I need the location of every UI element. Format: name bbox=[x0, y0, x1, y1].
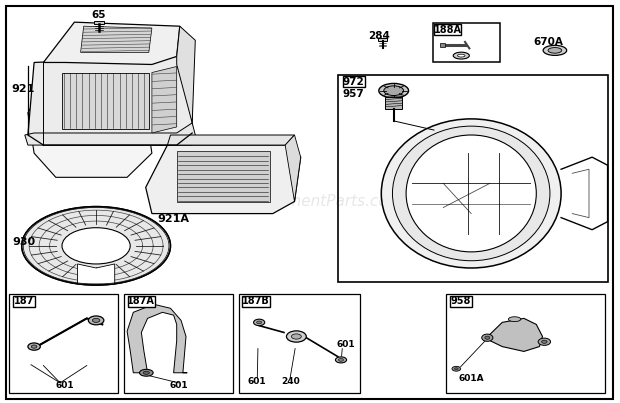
Text: 921: 921 bbox=[12, 84, 35, 93]
Bar bbox=[434, 24, 461, 35]
Bar bbox=[242, 296, 270, 307]
Text: 187: 187 bbox=[14, 297, 34, 306]
Bar bbox=[378, 38, 387, 41]
Text: 601: 601 bbox=[56, 381, 74, 390]
Bar bbox=[128, 296, 155, 307]
Polygon shape bbox=[490, 318, 542, 351]
Text: 187B: 187B bbox=[242, 297, 270, 306]
Ellipse shape bbox=[485, 336, 490, 339]
Text: 601: 601 bbox=[248, 377, 267, 386]
Ellipse shape bbox=[392, 126, 550, 261]
Ellipse shape bbox=[454, 368, 458, 370]
Ellipse shape bbox=[22, 206, 170, 285]
Ellipse shape bbox=[542, 340, 547, 343]
Polygon shape bbox=[127, 304, 187, 373]
Polygon shape bbox=[177, 26, 195, 123]
Bar bbox=[124, 294, 232, 393]
Text: 957: 957 bbox=[343, 89, 365, 99]
Polygon shape bbox=[78, 264, 115, 284]
Ellipse shape bbox=[482, 334, 493, 341]
Polygon shape bbox=[146, 145, 301, 214]
Bar bbox=[433, 23, 500, 62]
Ellipse shape bbox=[286, 331, 306, 342]
Text: 601A: 601A bbox=[459, 374, 484, 383]
Polygon shape bbox=[62, 73, 149, 129]
Ellipse shape bbox=[335, 357, 347, 363]
Bar bbox=[13, 296, 35, 307]
Text: 187A: 187A bbox=[128, 297, 155, 306]
Ellipse shape bbox=[452, 366, 461, 371]
Ellipse shape bbox=[62, 228, 130, 264]
Ellipse shape bbox=[453, 52, 469, 59]
Ellipse shape bbox=[458, 54, 465, 57]
Text: 958: 958 bbox=[451, 297, 471, 306]
Ellipse shape bbox=[88, 316, 104, 325]
Text: 601: 601 bbox=[169, 381, 188, 390]
Ellipse shape bbox=[257, 321, 262, 324]
Polygon shape bbox=[177, 151, 270, 202]
Ellipse shape bbox=[384, 86, 404, 96]
Text: 670A: 670A bbox=[533, 37, 563, 47]
Ellipse shape bbox=[143, 371, 149, 374]
Ellipse shape bbox=[538, 338, 551, 345]
Ellipse shape bbox=[548, 48, 562, 53]
Bar bbox=[9, 294, 118, 393]
Polygon shape bbox=[43, 22, 180, 64]
Ellipse shape bbox=[28, 343, 40, 350]
Text: 284: 284 bbox=[368, 31, 389, 41]
Ellipse shape bbox=[291, 334, 301, 339]
Ellipse shape bbox=[254, 319, 265, 326]
Ellipse shape bbox=[381, 119, 561, 268]
Bar bbox=[94, 21, 104, 24]
Ellipse shape bbox=[339, 359, 343, 361]
Ellipse shape bbox=[508, 317, 521, 322]
Polygon shape bbox=[25, 123, 195, 145]
Polygon shape bbox=[152, 66, 177, 133]
Text: 240: 240 bbox=[281, 377, 299, 386]
Text: 601: 601 bbox=[336, 340, 355, 349]
Text: 188A: 188A bbox=[433, 25, 462, 35]
Text: 930: 930 bbox=[12, 237, 35, 247]
Bar bbox=[338, 75, 608, 282]
Bar bbox=[385, 97, 402, 109]
Ellipse shape bbox=[31, 345, 37, 348]
Ellipse shape bbox=[543, 45, 567, 56]
Bar bbox=[343, 76, 365, 87]
Polygon shape bbox=[81, 26, 152, 52]
Bar bbox=[440, 43, 445, 47]
Ellipse shape bbox=[140, 369, 153, 376]
Polygon shape bbox=[285, 135, 301, 202]
Text: eReplacementParts.com: eReplacementParts.com bbox=[216, 194, 404, 209]
Bar bbox=[239, 294, 360, 393]
Ellipse shape bbox=[92, 318, 100, 322]
Bar bbox=[450, 296, 472, 307]
Polygon shape bbox=[28, 69, 152, 177]
Text: 972: 972 bbox=[343, 77, 365, 87]
Ellipse shape bbox=[406, 135, 536, 252]
Polygon shape bbox=[28, 56, 192, 145]
Text: 65: 65 bbox=[92, 10, 106, 20]
Text: 921A: 921A bbox=[157, 214, 190, 224]
Bar bbox=[446, 294, 604, 393]
Polygon shape bbox=[167, 135, 294, 145]
Ellipse shape bbox=[379, 83, 409, 98]
